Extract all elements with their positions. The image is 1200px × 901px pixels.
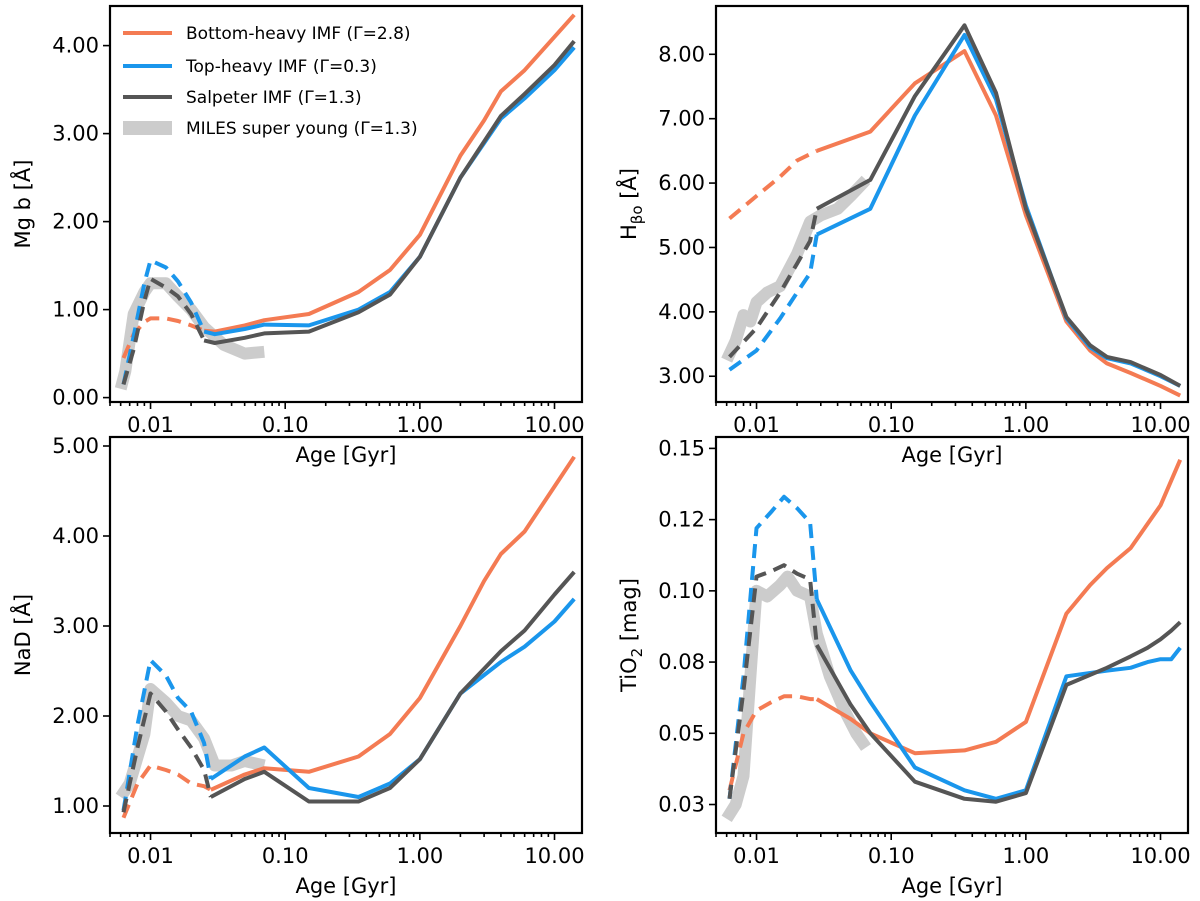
series-group xyxy=(721,23,1182,398)
y-tick-label: 3.00 xyxy=(658,364,705,388)
y-tick-label: 5.00 xyxy=(52,434,99,458)
x-axis-label: Age [Gyr] xyxy=(901,874,1002,898)
y-tick-label: 3.00 xyxy=(52,614,99,638)
series-top-dashed-line xyxy=(121,658,213,811)
series-salp-dashed-line xyxy=(727,563,819,800)
x-tick-label: 10.00 xyxy=(524,413,584,437)
x-tick-label: 0.01 xyxy=(127,844,174,868)
y-axis: 3.00 4.00 5.00 6.00 7.00 8.00 xyxy=(658,42,716,388)
y-tick-label: 1.00 xyxy=(52,794,99,818)
x-tick-label: 0.10 xyxy=(262,413,309,437)
axes-frame xyxy=(108,435,584,835)
legend-label-salp: Salpeter IMF (Γ=1.3) xyxy=(186,88,362,108)
series-bottom-dashed-line xyxy=(728,149,818,221)
y-tick-label: 2.00 xyxy=(52,210,99,234)
x-axis-label: Age [Gyr] xyxy=(295,443,396,467)
series-salp-solid-line xyxy=(209,570,576,804)
x-axis: 0.01 0.10 1.00 10.00 xyxy=(109,402,585,437)
x-tick-label: 1.00 xyxy=(396,844,443,868)
y-tick-label: 2.00 xyxy=(52,704,99,728)
series-group xyxy=(721,459,1183,822)
y-tick-label: 7.00 xyxy=(658,107,705,131)
legend-label-miles: MILES super young (Γ=1.3) xyxy=(186,119,418,139)
x-axis: 0.01 0.10 1.00 10.00 xyxy=(715,402,1191,437)
series-salp-solid-line xyxy=(815,23,1182,388)
y-tick-label: 4.00 xyxy=(52,34,99,58)
legend-label-bottom: Bottom-heavy IMF (Γ=2.8) xyxy=(186,24,411,44)
y-tick-label: 0.15 xyxy=(658,436,705,460)
legend: Bottom-heavy IMF (Γ=2.8) Top-heavy IMF (Γ… xyxy=(123,24,418,139)
y-axis-label: TiO2 [mag] xyxy=(617,578,646,693)
x-axis-label: Age [Gyr] xyxy=(295,874,396,898)
series-bottom-solid-line xyxy=(815,459,1183,756)
x-tick-label: 1.00 xyxy=(1002,844,1049,868)
y-tick-label: 3.00 xyxy=(52,122,99,146)
x-axis-label: Age [Gyr] xyxy=(901,443,1002,467)
series-group xyxy=(115,455,576,819)
y-axis-label: Hβo [Å] xyxy=(615,168,646,240)
y-tick-label: 0.03 xyxy=(658,793,705,817)
y-axis: 0.00 1.00 2.00 3.00 4.00 xyxy=(52,34,110,410)
x-tick-label: 0.10 xyxy=(868,844,915,868)
y-tick-label: 6.00 xyxy=(658,171,705,195)
series-bottom-solid-line xyxy=(203,13,576,334)
x-axis: 0.01 0.10 1.00 10.00 xyxy=(109,833,585,868)
y-tick-label: 0.12 xyxy=(658,508,705,532)
axes-frame xyxy=(714,4,1190,404)
y-tick-label: 0.05 xyxy=(658,721,705,745)
series-salp-solid-line xyxy=(815,620,1182,804)
series-salp-dashed-line xyxy=(121,276,206,385)
series-group xyxy=(114,13,576,391)
x-tick-label: 0.10 xyxy=(262,844,309,868)
y-axis: 1.00 2.00 3.00 4.00 5.00 xyxy=(52,434,110,818)
series-top-dashed-line xyxy=(121,258,206,385)
x-tick-label: 0.01 xyxy=(127,413,174,437)
x-tick-label: 10.00 xyxy=(1130,413,1190,437)
y-tick-label: 0.08 xyxy=(658,650,705,674)
panel-hbeta: 0.01 0.10 1.00 10.00 Age [Gyr] 3.00 4.00 5.00 6.… xyxy=(615,4,1191,467)
series-salp-solid-line xyxy=(203,39,576,345)
x-axis: 0.01 0.10 1.00 10.00 xyxy=(715,833,1191,868)
x-tick-label: 0.01 xyxy=(733,844,780,868)
series-miles-solid-line xyxy=(721,570,871,822)
y-tick-label: 4.00 xyxy=(52,524,99,548)
series-miles-solid-line xyxy=(721,175,871,363)
axes-frame xyxy=(108,4,584,404)
axes-frame xyxy=(714,435,1190,835)
series-salp-dashed-line xyxy=(728,208,819,359)
legend-label-top: Top-heavy IMF (Γ=0.3) xyxy=(185,57,377,77)
panel-mgb: 0.01 0.10 1.00 10.00 Age [Gyr] 0.00 1.00 2.00 3.… xyxy=(9,4,585,467)
series-top-solid-line xyxy=(815,33,1182,388)
y-axis-label: NaD [Å] xyxy=(9,594,35,676)
series-miles-solid-line xyxy=(114,277,265,391)
y-tick-label: 0.10 xyxy=(658,579,705,603)
y-tick-label: 0.00 xyxy=(52,386,99,410)
x-tick-label: 10.00 xyxy=(524,844,584,868)
y-axis: 0.03 0.05 0.08 0.10 0.12 0.15 xyxy=(658,436,716,817)
series-salp-dashed-line xyxy=(121,691,213,813)
y-axis-label: Mg b [Å] xyxy=(9,160,35,249)
series-top-solid-line xyxy=(814,598,1182,801)
y-tick-label: 4.00 xyxy=(658,300,705,324)
y-tick-label: 1.00 xyxy=(52,298,99,322)
y-tick-label: 8.00 xyxy=(658,42,705,66)
x-tick-label: 10.00 xyxy=(1130,844,1190,868)
x-tick-label: 1.00 xyxy=(396,413,443,437)
series-bottom-solid-line xyxy=(209,455,576,792)
series-bottom-dashed-line xyxy=(727,694,817,791)
x-tick-label: 0.10 xyxy=(868,413,915,437)
y-tick-label: 5.00 xyxy=(658,235,705,259)
x-tick-label: 0.01 xyxy=(733,413,780,437)
series-bottom-dashed-line xyxy=(121,763,212,819)
x-tick-label: 1.00 xyxy=(1002,413,1049,437)
series-top-dashed-line xyxy=(728,234,819,372)
